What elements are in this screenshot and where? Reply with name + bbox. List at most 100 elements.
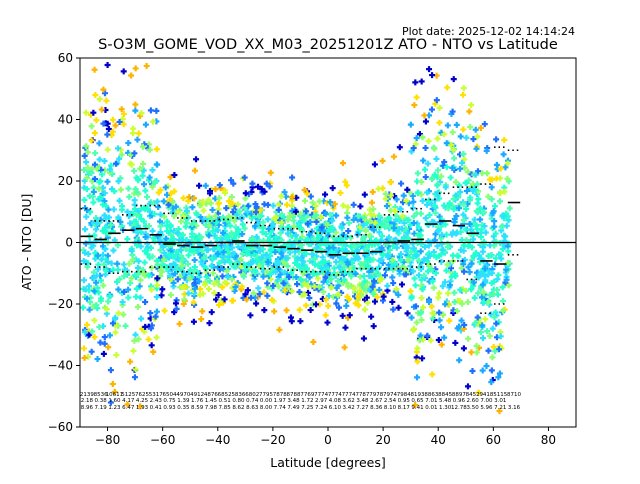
scatter-point xyxy=(156,236,163,243)
scatter-point xyxy=(426,66,433,73)
scatter-point xyxy=(396,144,403,151)
scatter-point xyxy=(253,209,260,216)
scatter-point xyxy=(247,261,254,268)
scatter-point xyxy=(171,212,178,219)
scatter-point xyxy=(257,248,264,255)
scatter-point xyxy=(316,198,323,205)
scatter-point xyxy=(93,165,100,172)
scatter-point xyxy=(230,297,237,304)
scatter-point xyxy=(403,197,410,204)
scatter-point xyxy=(425,197,432,204)
scatter-point xyxy=(132,366,139,373)
scatter-point xyxy=(80,277,87,284)
scatter-point xyxy=(421,112,428,119)
bin-count-label: 5836 xyxy=(231,392,245,398)
scatter-point xyxy=(134,303,141,310)
scatter-point xyxy=(434,167,441,174)
scatter-point xyxy=(280,280,287,287)
scatter-point xyxy=(450,196,457,203)
bin-stat2-label: 0.38 xyxy=(95,398,108,404)
scatter-point xyxy=(234,201,241,208)
scatter-point xyxy=(255,285,262,292)
scatter-point xyxy=(162,184,169,191)
bin-count-label: 6802 xyxy=(245,392,259,398)
stats-layer xyxy=(80,146,521,315)
scatter-point xyxy=(189,204,196,211)
bin-stat3-label: 9.41 xyxy=(411,405,423,411)
scatter-point xyxy=(339,246,346,253)
scatter-point xyxy=(370,226,377,233)
bin-count-label: 4970 xyxy=(176,392,190,398)
scatter-point xyxy=(422,144,429,151)
bin-stat2-label: 3.01 xyxy=(494,398,506,404)
x-tick-label: −60 xyxy=(150,433,175,447)
scatter-point xyxy=(213,219,220,226)
scatter-point xyxy=(443,140,450,147)
scatter-point xyxy=(124,401,131,408)
scatter-point xyxy=(439,311,446,318)
scatter-point xyxy=(412,79,419,86)
bin-stat2-label: 4.08 xyxy=(329,398,342,404)
scatter-point xyxy=(469,368,476,375)
scatter-point xyxy=(456,205,463,212)
scatter-point xyxy=(366,273,373,280)
scatter-point xyxy=(413,252,420,259)
scatter-point xyxy=(92,92,99,99)
scatter-point xyxy=(153,107,160,114)
bin-count-label: 7974 xyxy=(383,392,397,398)
scatter-point xyxy=(131,150,138,157)
scatter-point xyxy=(142,234,149,241)
bin-stat3-label: 3.42 xyxy=(343,405,355,411)
scatter-point xyxy=(153,294,160,301)
scatter-point xyxy=(137,403,144,410)
scatter-point xyxy=(316,234,323,241)
scatter-point xyxy=(100,120,107,127)
scatter-point xyxy=(132,185,139,192)
scatter-point xyxy=(275,206,282,213)
scatter-point xyxy=(228,194,235,201)
scatter-point xyxy=(416,272,423,279)
scatter-point xyxy=(333,300,340,307)
bin-count-label: 8788 xyxy=(287,392,301,398)
scatter-point xyxy=(382,272,389,279)
scatter-point xyxy=(343,182,350,189)
scatter-point xyxy=(428,303,435,310)
scatter-point xyxy=(135,336,142,343)
scatter-point xyxy=(151,210,158,217)
scatter-point xyxy=(96,156,103,163)
scatter-point xyxy=(249,257,256,264)
scatter-point xyxy=(427,337,434,344)
scatter-point xyxy=(441,202,448,209)
bin-stat3-label: 7.27 xyxy=(356,405,369,411)
scatter-point xyxy=(384,253,391,260)
bin-stat2-label: 1.97 xyxy=(274,398,287,404)
scatter-point xyxy=(209,228,216,235)
scatter-point xyxy=(489,325,496,332)
scatter-point xyxy=(300,258,307,265)
scatter-point xyxy=(114,260,121,267)
scatter-point xyxy=(296,264,303,271)
scatter-point xyxy=(286,246,293,253)
scatter-point xyxy=(253,300,260,307)
bin-stat3-label: 0.01 xyxy=(425,405,437,411)
scatter-point xyxy=(210,246,217,253)
bin-count-label: 8710 xyxy=(507,392,521,398)
scatter-point xyxy=(103,203,110,210)
scatter-point xyxy=(497,190,504,197)
scatter-point xyxy=(191,167,198,174)
scatter-point xyxy=(506,205,513,212)
scatter-point xyxy=(82,109,89,116)
scatter-point xyxy=(258,254,265,261)
scatter-point xyxy=(226,254,233,261)
x-tick-label: 40 xyxy=(431,433,446,447)
scatter-point xyxy=(474,168,481,175)
scatter-point xyxy=(344,214,351,221)
scatter-point xyxy=(216,301,223,308)
scatter-point xyxy=(307,307,314,314)
scatter-point xyxy=(81,249,88,256)
scatter-point xyxy=(407,249,414,256)
scatter-point xyxy=(161,249,168,256)
scatter-point xyxy=(197,285,204,292)
y-tick-label: −20 xyxy=(48,297,73,311)
scatter-point xyxy=(159,286,166,293)
